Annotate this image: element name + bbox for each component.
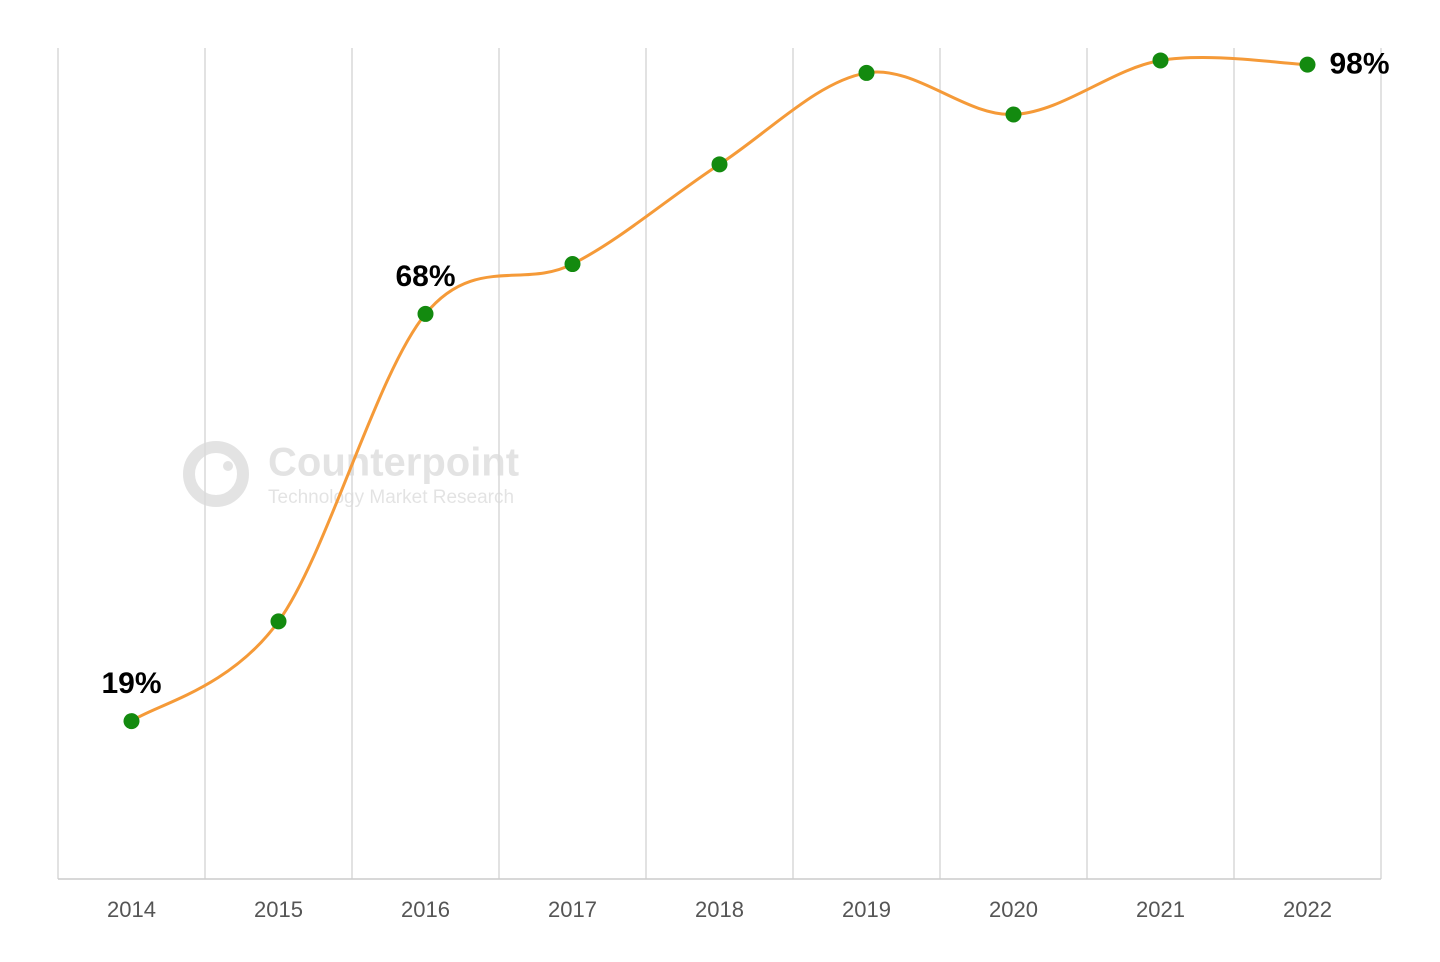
x-tick-label: 2021 [1136,897,1185,922]
marker [417,305,434,322]
watermark-logo [183,441,249,507]
line [130,56,1308,723]
value-label: 68% [395,260,455,293]
marker [123,713,140,730]
marker [711,156,728,173]
x-tick-label: 2017 [548,897,597,922]
marker [270,613,287,630]
marker [858,64,875,81]
marker [1152,52,1169,69]
marker [1005,106,1022,123]
x-tick-label: 2015 [254,897,303,922]
x-tick-label: 2020 [989,897,1038,922]
x-tick-label: 2019 [842,897,891,922]
watermark: Counterpoint Technology Market Research [183,441,519,508]
watermark-title: Counterpoint [268,441,519,485]
x-tick-label: 2022 [1283,897,1332,922]
value-label: 19% [101,667,161,700]
x-tick-label: 2018 [695,897,744,922]
watermark-logo-dot [223,461,233,471]
value-label: 98% [1330,48,1390,81]
watermark-subtitle: Technology Market Research [268,487,514,508]
x-tick-label: 2014 [107,897,156,922]
x-tick-label: 2016 [401,897,450,922]
marker [564,256,581,273]
marker [1299,56,1316,73]
